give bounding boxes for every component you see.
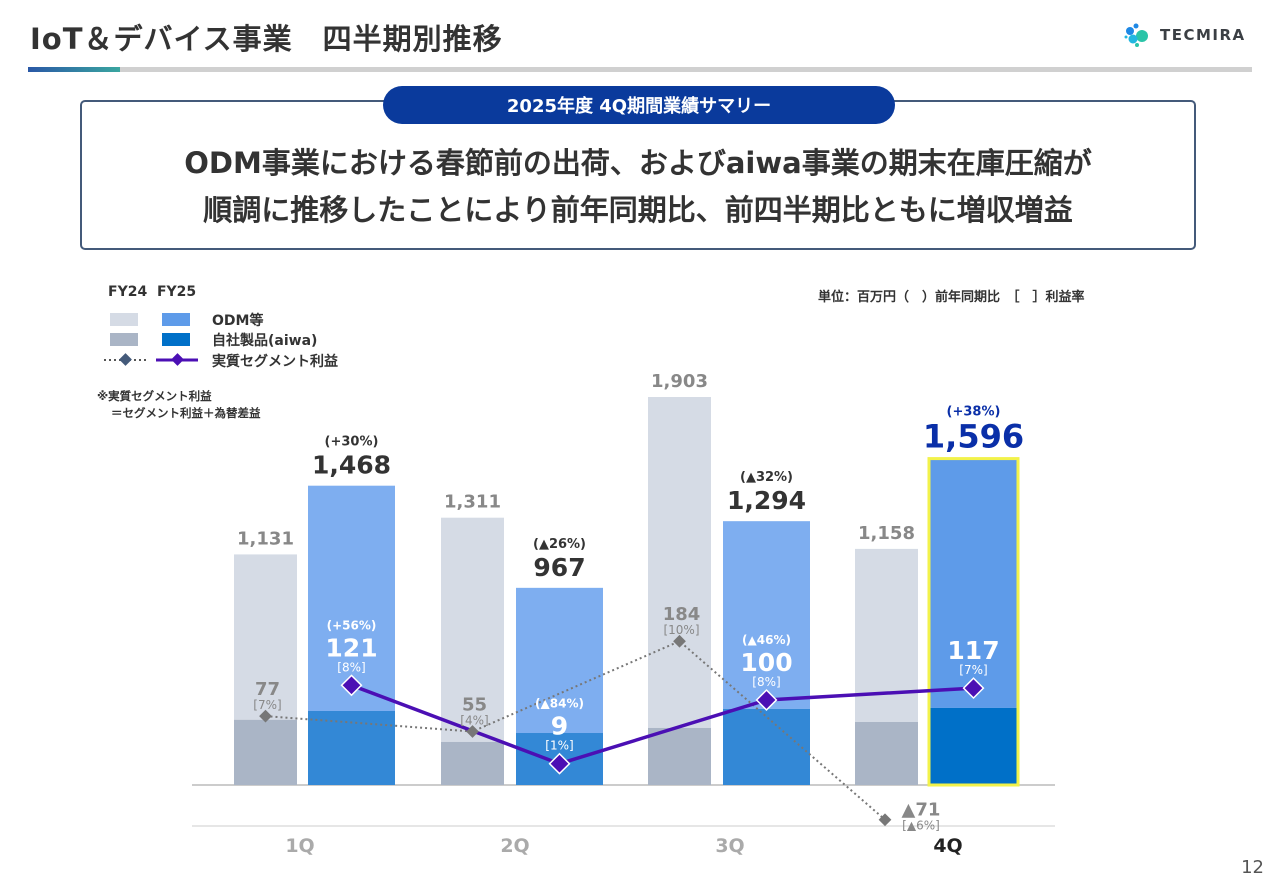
title-rule-accent [28,67,120,72]
bar-fy24-aiwa-4Q [855,721,918,785]
legend-fy25: FY25 [156,284,197,300]
bar-fy25-odm-4Q [930,459,1017,708]
fy25-total-label: 967 [533,553,585,582]
bar-fy24-odm-2Q [441,517,504,742]
fy25-profit-label: 100 [740,648,792,677]
fy24-total-label: 1,131 [237,528,294,549]
profit-marker-fy25 [340,674,363,697]
legend-profit-lines [104,353,198,366]
fy25-profit-yoy-label: (▲46%) [742,633,791,647]
fy24-margin-label: [▲6%] [902,819,940,833]
logo-text: TECMIRA [1160,26,1246,44]
legend-aiwa: 自社製品(aiwa) [212,333,318,349]
summary-headline: ODM事業における春節前の出荷、およびaiwa事業の期末在庫圧縮が 順調に推移し… [80,140,1196,234]
fy24-profit-label: 55 [462,695,487,716]
fy25-profit-yoy-label: (+56%) [327,618,377,632]
bar-fy24-aiwa-2Q [441,741,504,785]
fy25-margin-label: [8%] [752,675,780,689]
fy25-total-label: 1,294 [727,486,806,515]
fy25-yoy-label: (+38%) [947,405,1001,420]
legend-fy24: FY24 [108,284,148,300]
bar-fy25-odm-2Q [516,587,603,734]
profit-marker-fy25 [962,677,985,700]
fy25-total-label: 1,468 [312,451,391,480]
profit-line-fy24 [265,640,886,821]
profit-marker-fy25 [548,752,571,775]
legend-swatch-fy25-aiwa [162,333,190,346]
highlight-frame-4q [927,457,1020,787]
legend-swatch-fy24-odm [110,313,138,326]
summary-pill: 2025年度 4Q期間業績サマリー [383,86,895,124]
headline-line-1: ODM事業における春節前の出荷、およびaiwa事業の期末在庫圧縮が [184,146,1092,180]
legend-profit: 実質セグメント利益 [212,354,338,370]
fy25-margin-label: [1%] [545,739,573,753]
fy25-total-label: 1,596 [923,418,1024,456]
fy25-profit-label: 117 [947,636,999,665]
page-title: IoT＆デバイス事業 四半期別推移 [30,22,503,56]
fy24-total-label: 1,158 [858,523,915,544]
legend-odm: ODM等 [212,313,264,329]
fy25-margin-label: [8%] [337,660,365,674]
bar-fy25-odm-1Q [308,485,395,711]
bar-fy25-aiwa-4Q [930,707,1017,785]
legend-years: FY24 FY25 [108,284,196,300]
fy24-profit-label: 184 [663,604,701,625]
fy25-yoy-label: (▲26%) [533,537,586,552]
category-label-3Q: 3Q [715,835,744,857]
profit-line-fy25 [350,683,974,766]
profit-marker-fy25 [755,689,778,711]
profit-marker-fy24 [878,813,892,827]
page-number: 12 [1241,857,1264,878]
fy25-margin-label: [7%] [959,663,987,677]
profit-note: ※実質セグメント利益 ＝セグメント利益＋為替差益 [97,388,261,422]
bar-fy25-aiwa-3Q [723,708,810,785]
fy25-profit-label: 121 [325,633,377,662]
fy24-margin-label: [7%] [253,698,281,712]
tecmira-logo: TECMIRA [1124,22,1246,48]
bar-fy24-odm-1Q [234,554,297,720]
unit-note: 単位：百万円（ ）前年同期比 ［ ］利益率 [818,290,1085,305]
fy25-profit-label: 9 [551,712,568,741]
fy24-profit-label: ▲71 [902,800,941,821]
fy24-total-label: 1,311 [444,492,501,513]
note-line-1: ※実質セグメント利益 [97,389,212,403]
fy24-margin-label: [10%] [663,623,699,637]
title-rule [28,67,1252,72]
note-line-2: ＝セグメント利益＋為替差益 [111,406,261,420]
fy24-profit-label: 77 [255,679,280,700]
bar-fy25-odm-3Q [723,521,810,709]
fy25-yoy-label: (+30%) [325,435,379,450]
legend-swatch-fy24-aiwa [110,333,138,346]
logo-molecule-icon [1124,23,1148,47]
bar-fy24-odm-3Q [648,397,711,728]
category-label-1Q: 1Q [285,835,314,857]
legend-swatch-fy25-odm [162,313,190,326]
category-label-2Q: 2Q [500,835,529,857]
fy25-yoy-label: (▲32%) [740,470,793,485]
fy24-margin-label: [4%] [460,714,488,728]
fy25-profit-yoy-label: (▲84%) [535,697,584,711]
fy24-total-label: 1,903 [651,371,708,392]
bar-fy24-aiwa-1Q [234,719,297,785]
category-label-4Q: 4Q [933,835,962,857]
headline-line-2: 順調に推移したことにより前年同期比、前四半期比ともに増収増益 [203,193,1073,227]
bar-fy24-aiwa-3Q [648,727,711,785]
